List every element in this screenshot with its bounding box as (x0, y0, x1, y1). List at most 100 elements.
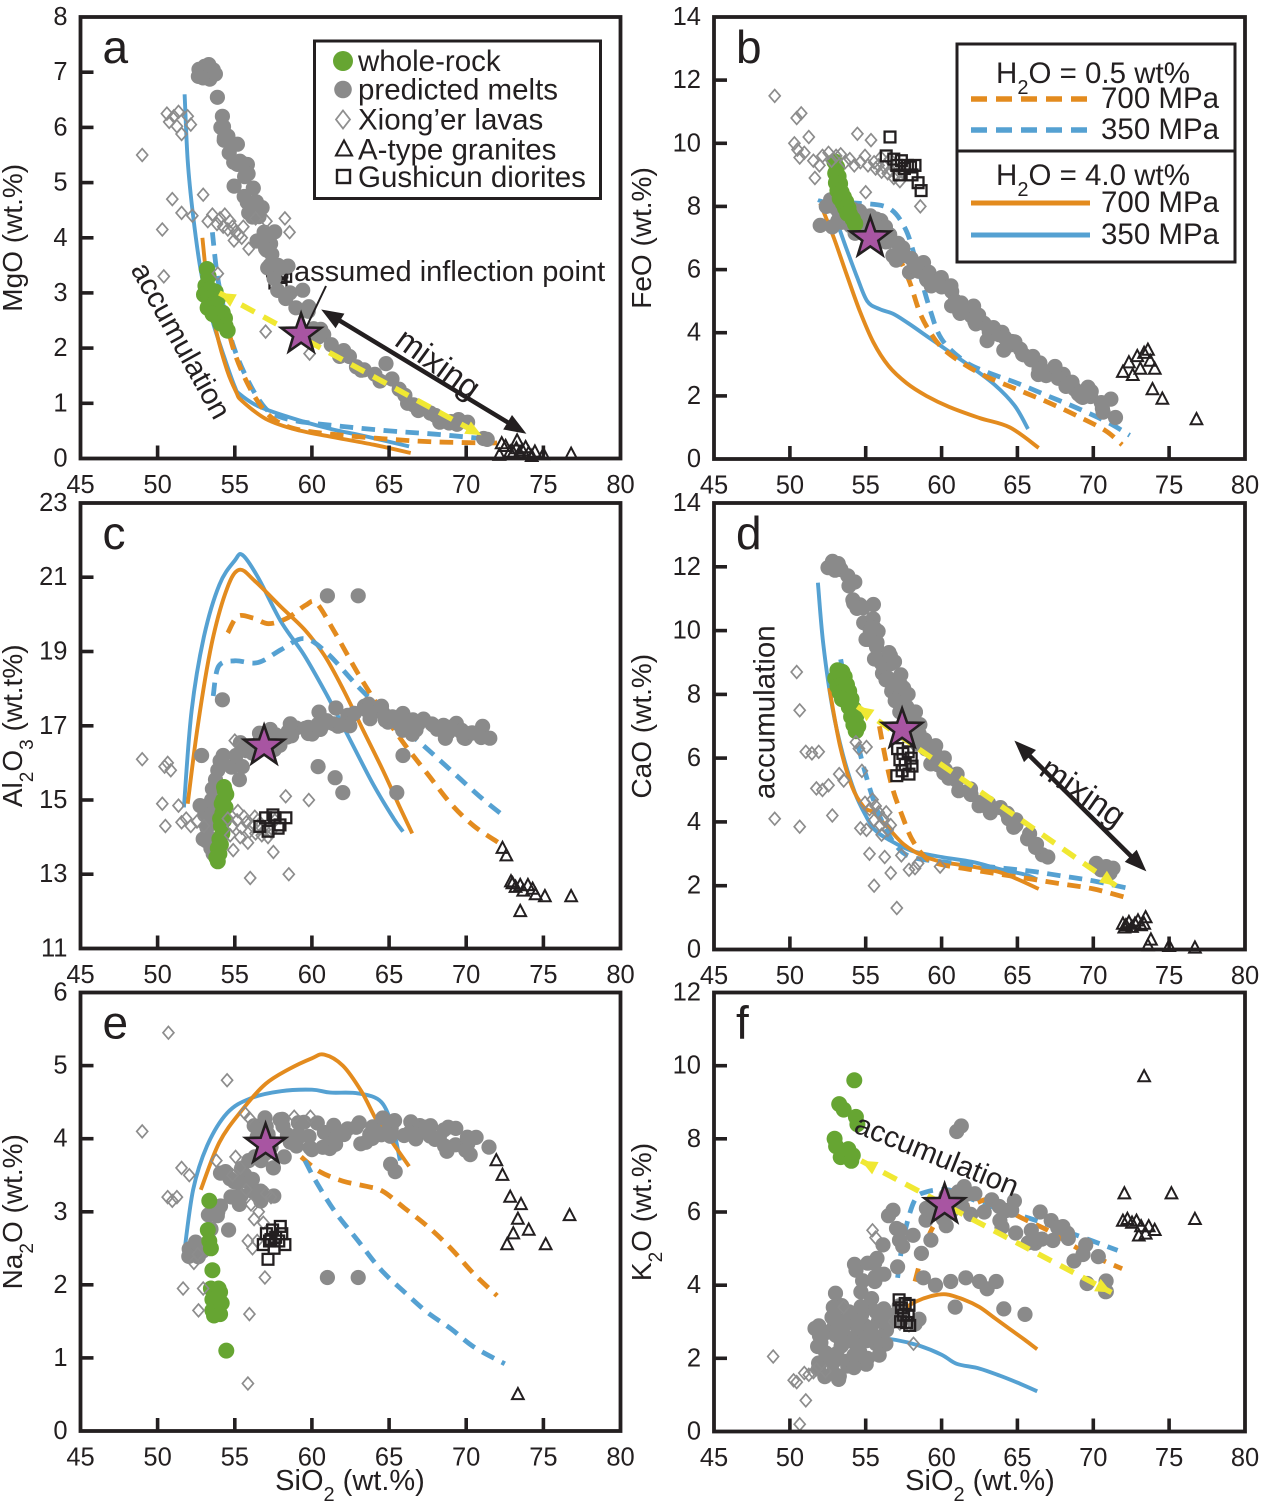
svg-text:70: 70 (1079, 1444, 1107, 1472)
svg-text:45: 45 (700, 962, 728, 990)
svg-text:10: 10 (673, 617, 701, 645)
svg-text:55: 55 (852, 962, 880, 990)
svg-text:65: 65 (1003, 1444, 1031, 1472)
svg-text:predicted melts: predicted melts (358, 74, 558, 107)
svg-text:f: f (736, 997, 749, 1049)
svg-text:12: 12 (673, 979, 701, 1007)
svg-text:14: 14 (673, 489, 701, 517)
svg-text:65: 65 (375, 1444, 403, 1472)
svg-text:CaO (wt.%): CaO (wt.%) (626, 654, 657, 799)
svg-text:50: 50 (143, 471, 171, 499)
svg-text:0: 0 (687, 1418, 701, 1446)
svg-text:60: 60 (927, 1444, 955, 1472)
svg-text:75: 75 (1155, 962, 1183, 990)
svg-text:b: b (736, 21, 762, 73)
svg-text:Na2O (wt.%): Na2O (wt.%) (0, 1134, 38, 1289)
svg-text:55: 55 (221, 961, 249, 989)
svg-text:55: 55 (221, 471, 249, 499)
svg-text:10: 10 (673, 129, 701, 157)
svg-text:2: 2 (687, 382, 701, 410)
svg-text:70: 70 (452, 1444, 480, 1472)
svg-text:14: 14 (673, 3, 701, 31)
svg-text:19: 19 (39, 638, 67, 666)
svg-text:c: c (103, 507, 126, 559)
svg-text:FeO (wt.%): FeO (wt.%) (626, 167, 657, 309)
svg-text:60: 60 (298, 1444, 326, 1472)
svg-text:80: 80 (1231, 472, 1259, 500)
svg-text:13: 13 (39, 860, 67, 888)
svg-text:8: 8 (687, 1125, 701, 1153)
svg-text:2: 2 (687, 1344, 701, 1372)
svg-text:65: 65 (375, 961, 403, 989)
svg-text:1: 1 (53, 389, 67, 417)
svg-text:1: 1 (53, 1344, 67, 1372)
svg-text:MgO (wt.%): MgO (wt.%) (0, 164, 28, 312)
svg-text:0: 0 (687, 445, 701, 473)
svg-text:5: 5 (53, 1052, 67, 1080)
svg-text:350 MPa: 350 MPa (1101, 218, 1220, 251)
svg-text:80: 80 (606, 1444, 634, 1472)
svg-text:60: 60 (298, 961, 326, 989)
svg-text:700 MPa: 700 MPa (1101, 186, 1220, 219)
svg-text:45: 45 (66, 1444, 94, 1472)
svg-text:A-type granites: A-type granites (358, 134, 556, 167)
svg-text:70: 70 (1079, 962, 1107, 990)
svg-text:50: 50 (776, 1444, 804, 1472)
svg-text:2: 2 (53, 1271, 67, 1299)
svg-text:6: 6 (687, 256, 701, 284)
svg-text:SiO2 (wt.%): SiO2 (wt.%) (905, 1465, 1055, 1502)
svg-text:75: 75 (529, 471, 557, 499)
svg-text:8: 8 (687, 680, 701, 708)
svg-text:6: 6 (53, 113, 67, 141)
svg-text:Gushicun diorites: Gushicun diorites (358, 161, 586, 194)
svg-text:5: 5 (53, 169, 67, 197)
svg-text:21: 21 (39, 563, 67, 591)
svg-text:70: 70 (1079, 472, 1107, 500)
svg-text:700 MPa: 700 MPa (1101, 82, 1220, 115)
svg-text:e: e (103, 997, 129, 1049)
svg-text:350 MPa: 350 MPa (1101, 113, 1220, 146)
svg-text:Al2O3 (wt.t%): Al2O3 (wt.t%) (0, 644, 38, 807)
svg-text:6: 6 (687, 744, 701, 772)
svg-text:70: 70 (452, 471, 480, 499)
svg-text:50: 50 (143, 1444, 171, 1472)
svg-text:60: 60 (927, 962, 955, 990)
svg-text:12: 12 (673, 66, 701, 94)
svg-text:45: 45 (700, 1444, 728, 1472)
svg-text:2: 2 (687, 872, 701, 900)
svg-text:10: 10 (673, 1052, 701, 1080)
svg-text:11: 11 (41, 935, 67, 963)
svg-text:45: 45 (700, 472, 728, 500)
svg-text:6: 6 (53, 979, 67, 1007)
svg-text:4: 4 (53, 224, 67, 252)
svg-text:8: 8 (53, 3, 67, 31)
svg-text:Xiong’er lavas: Xiong’er lavas (358, 104, 543, 137)
svg-text:55: 55 (852, 1444, 880, 1472)
svg-text:3: 3 (53, 1198, 67, 1226)
svg-text:55: 55 (221, 1444, 249, 1472)
svg-text:65: 65 (1003, 962, 1031, 990)
svg-text:4: 4 (53, 1125, 67, 1153)
svg-text:80: 80 (1231, 962, 1259, 990)
svg-text:0: 0 (687, 936, 701, 964)
svg-text:0: 0 (53, 1417, 67, 1445)
svg-text:50: 50 (143, 961, 171, 989)
svg-text:70: 70 (452, 961, 480, 989)
svg-text:60: 60 (927, 472, 955, 500)
svg-text:accumulation: accumulation (749, 625, 782, 799)
svg-text:80: 80 (606, 961, 634, 989)
svg-text:17: 17 (39, 712, 67, 740)
svg-text:3: 3 (53, 279, 67, 307)
svg-text:SiO2 (wt.%): SiO2 (wt.%) (275, 1465, 425, 1502)
svg-text:assumed inflection point: assumed inflection point (294, 256, 605, 288)
svg-text:45: 45 (66, 471, 94, 499)
svg-text:65: 65 (1003, 472, 1031, 500)
svg-text:0: 0 (53, 445, 67, 473)
svg-text:4: 4 (687, 808, 701, 836)
svg-text:12: 12 (673, 553, 701, 581)
svg-text:75: 75 (1155, 1444, 1183, 1472)
svg-text:75: 75 (1155, 472, 1183, 500)
svg-text:23: 23 (39, 489, 67, 517)
svg-text:50: 50 (776, 472, 804, 500)
svg-text:8: 8 (687, 192, 701, 220)
